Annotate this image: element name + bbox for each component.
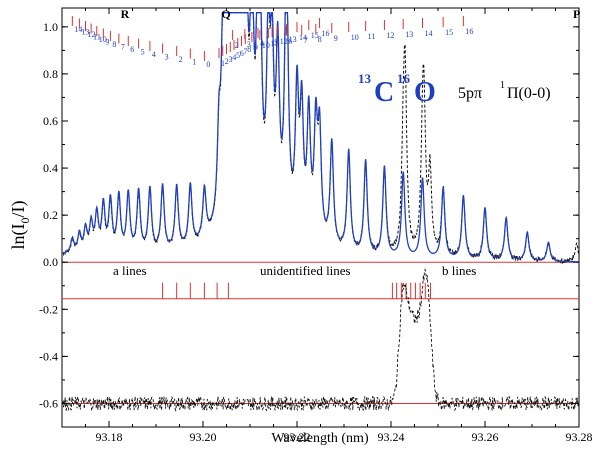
branch-j-label: 2 (235, 41, 239, 50)
branch-label-r: R (121, 7, 130, 21)
branch-j-label: 10 (99, 35, 107, 44)
branch-j-label: 6 (240, 49, 244, 58)
branch-j-label: 12 (88, 30, 96, 39)
branch-j-label: 2 (179, 55, 183, 64)
transition-multiplicity: 1 (500, 80, 505, 91)
y-tick-label: 0.2 (43, 208, 58, 222)
y-axis-ticks: 1.0 0.8 0.6 0.4 0.2 0.0 -0.2 -0.4 -0.6 (39, 20, 579, 428)
unidentified-lines-label: unidentified lines (260, 263, 351, 278)
series-lines (62, 12, 579, 413)
transition-term: Π(0-0) (507, 85, 551, 102)
branch-j-label: 15 (445, 28, 453, 37)
carbon-mass-number: 13 (358, 71, 372, 86)
branch-j-label: 13 (81, 28, 89, 37)
branch-j-label: 9 (334, 34, 338, 43)
y-tick-label: 1.0 (43, 20, 58, 34)
y-axis-title: ln(I0/I) (8, 201, 32, 250)
branch-j-label: 8 (247, 45, 251, 54)
carbon-symbol: C (374, 77, 394, 108)
branch-j-label: 12 (280, 37, 288, 46)
branch-j-label: 9 (105, 38, 109, 47)
x-axis-title: Wavelength (nm) (271, 431, 369, 446)
branch-j-label: 5 (141, 48, 145, 57)
branch-j-label: 8 (318, 35, 322, 44)
b-lines-label: b lines (442, 263, 476, 278)
branch-j-label: 3 (247, 40, 251, 49)
x-tick-label: 93.28 (566, 430, 593, 444)
x-tick-label: 93.20 (190, 430, 217, 444)
y-tick-label: -0.6 (39, 396, 58, 410)
branch-j-label: 11 (368, 32, 376, 41)
y-tick-label: -0.4 (39, 349, 58, 363)
y-tick-label: 0.4 (43, 161, 58, 175)
y-title-tail: /I) (8, 201, 29, 218)
branch-j-label: 15 (311, 31, 319, 40)
branch-j-label: 7 (304, 36, 308, 45)
branch-j-label: 10 (262, 41, 270, 50)
x-axis-ticks: 93.18 93.20 93.22 93.24 93.26 93.28 (61, 8, 593, 444)
branch-j-label: 4 (152, 50, 156, 59)
branch-j-label: 12 (386, 31, 394, 40)
branch-j-label: 6 (288, 37, 292, 46)
branch-j-label: 13 (405, 30, 413, 39)
x-tick-label: 93.18 (96, 430, 123, 444)
y-tick-label: 0.8 (43, 67, 58, 81)
branch-j-label: 3 (165, 53, 169, 62)
branch-j-label: 1 (221, 59, 225, 68)
simulation-line (62, 12, 579, 263)
branch-j-label: 5 (236, 51, 240, 60)
branch-j-label: 11 (270, 39, 278, 48)
branch-j-label: 6 (130, 45, 134, 54)
a-lines-label: a lines (113, 263, 147, 278)
branch-j-label: 13 (289, 35, 297, 44)
branch-j-label: 16 (322, 29, 330, 38)
branch-j-label: 10 (351, 33, 359, 42)
branch-j-label: 5 (274, 38, 278, 47)
species-label: 13 C 16 O (358, 71, 436, 108)
branch-j-label: 9 (254, 43, 258, 52)
y-title-sub: 0 (18, 218, 32, 224)
branch-j-label: 14 (299, 33, 307, 42)
branch-j-label: 7 (121, 43, 125, 52)
x-tick-label: 93.24 (378, 430, 405, 444)
oxygen-symbol: O (414, 77, 436, 108)
residual-line (62, 268, 579, 413)
branch-j-label: 1 (192, 58, 196, 67)
x-tick-label: 93.26 (472, 430, 499, 444)
y-title-base: ln(I (8, 224, 29, 250)
branch-j-label: 8 (112, 40, 116, 49)
svg-text:ln(I0/I): ln(I0/I) (8, 201, 32, 250)
branch-j-label: 4 (260, 39, 264, 48)
branch-j-label: 0 (206, 60, 210, 69)
oxygen-mass-number: 16 (397, 71, 411, 86)
y-tick-label: 0.0 (43, 255, 58, 269)
branch-j-label: 4 (232, 53, 236, 62)
branch-label-p: P (573, 7, 580, 21)
contaminant-markers (162, 282, 431, 299)
branch-j-label: 14 (424, 29, 432, 38)
branch-j-label: 11 (93, 33, 101, 42)
branch-j-label: 7 (244, 47, 248, 56)
branch-j-label: 3 (229, 55, 233, 64)
branch-j-label: 14 (74, 25, 82, 34)
transition-label: 5pπ 1 Π(0-0) (458, 80, 551, 102)
transition-config: 5pπ (458, 85, 482, 102)
y-tick-label: -0.2 (39, 302, 58, 316)
y-tick-label: 0.6 (43, 114, 58, 128)
branch-j-label: 16 (465, 27, 473, 36)
branch-label-q: Q (221, 7, 230, 21)
x-tick-label: 93.22 (284, 430, 311, 444)
branch-j-label: 2 (225, 57, 229, 66)
